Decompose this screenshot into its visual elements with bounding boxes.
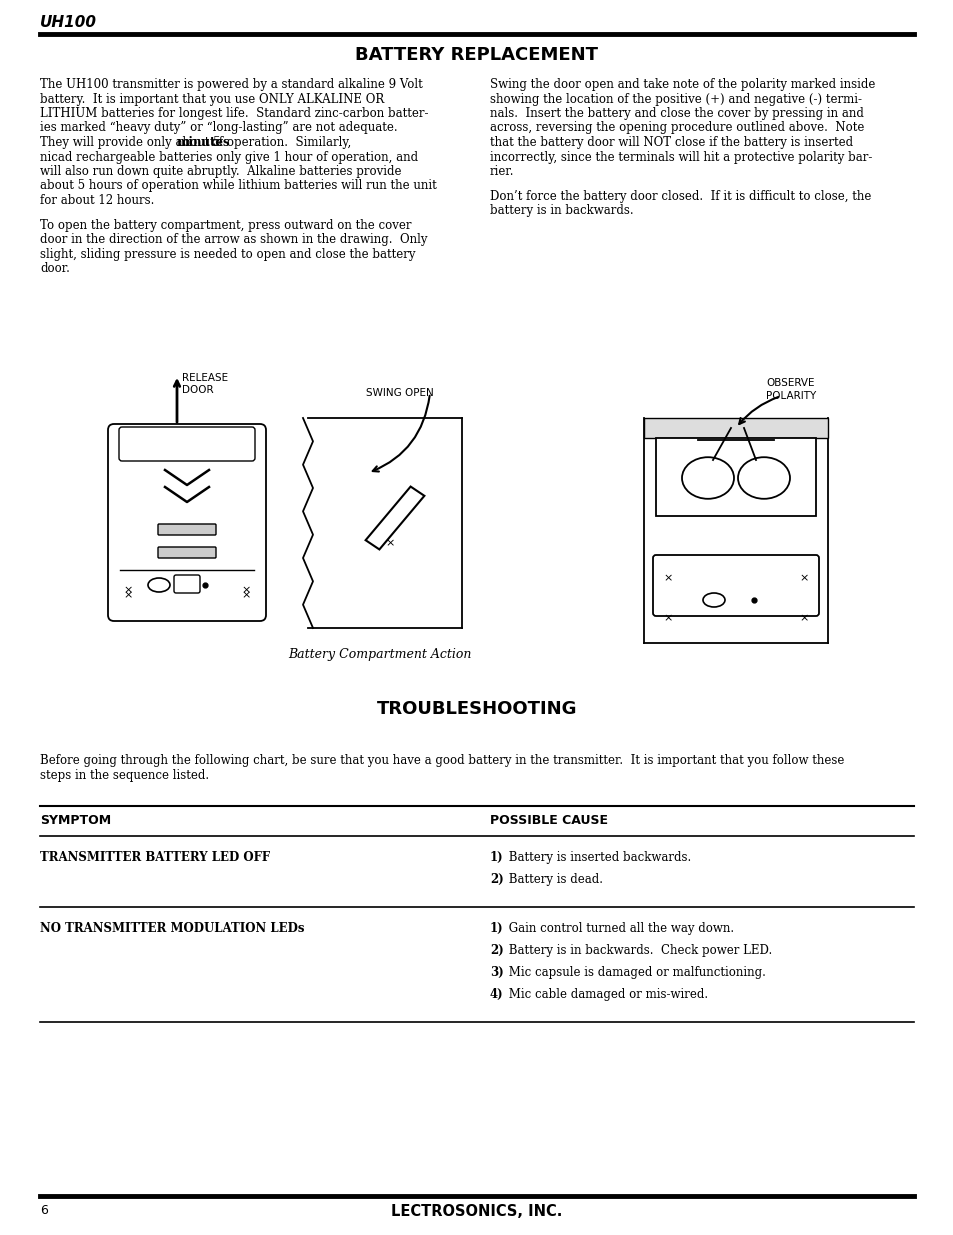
Text: TRANSMITTER BATTERY LED OFF: TRANSMITTER BATTERY LED OFF — [40, 851, 270, 864]
Text: battery.  It is important that you use ONLY ALKALINE OR: battery. It is important that you use ON… — [40, 93, 384, 105]
Text: 4): 4) — [490, 988, 503, 1002]
Text: ies marked “heavy duty” or “long-lasting” are not adequate.: ies marked “heavy duty” or “long-lasting… — [40, 121, 397, 135]
FancyBboxPatch shape — [158, 524, 215, 535]
Text: that the battery door will NOT close if the battery is inserted: that the battery door will NOT close if … — [490, 136, 852, 149]
Text: ×: × — [123, 585, 132, 595]
Text: Mic capsule is damaged or malfunctioning.: Mic capsule is damaged or malfunctioning… — [504, 966, 765, 979]
Text: NO TRANSMITTER MODULATION LEDs: NO TRANSMITTER MODULATION LEDs — [40, 923, 304, 935]
Text: UH100: UH100 — [40, 15, 97, 30]
Text: ×: × — [385, 538, 395, 548]
Text: 2): 2) — [490, 873, 503, 885]
Text: Before going through the following chart, be sure that you have a good battery i: Before going through the following chart… — [40, 755, 843, 767]
Text: steps in the sequence listed.: steps in the sequence listed. — [40, 768, 209, 782]
Text: TROUBLESHOOTING: TROUBLESHOOTING — [376, 700, 577, 718]
Text: Mic cable damaged or mis-wired.: Mic cable damaged or mis-wired. — [504, 988, 707, 1002]
Text: RELEASE: RELEASE — [182, 373, 228, 383]
Text: showing the location of the positive (+) and negative (-) termi-: showing the location of the positive (+)… — [490, 93, 862, 105]
Text: Battery is in backwards.  Check power LED.: Battery is in backwards. Check power LED… — [504, 944, 771, 957]
Text: POSSIBLE CAUSE: POSSIBLE CAUSE — [490, 814, 607, 827]
Text: Swing the door open and take note of the polarity marked inside: Swing the door open and take note of the… — [490, 78, 875, 91]
Text: across, reversing the opening procedure outlined above.  Note: across, reversing the opening procedure … — [490, 121, 863, 135]
Ellipse shape — [148, 578, 170, 592]
FancyBboxPatch shape — [652, 555, 818, 616]
Text: door.: door. — [40, 262, 70, 275]
Text: They will provide only about 5: They will provide only about 5 — [40, 136, 224, 149]
Text: ×: × — [799, 613, 808, 622]
Text: ×: × — [662, 573, 672, 583]
Text: Battery is inserted backwards.: Battery is inserted backwards. — [504, 851, 691, 864]
Text: Don’t force the battery door closed.  If it is difficult to close, the: Don’t force the battery door closed. If … — [490, 190, 870, 203]
Text: door in the direction of the arrow as shown in the drawing.  Only: door in the direction of the arrow as sh… — [40, 233, 427, 246]
Text: minutes: minutes — [177, 136, 231, 149]
Text: POLARITY: POLARITY — [765, 391, 815, 401]
Text: The UH100 transmitter is powered by a standard alkaline 9 Volt: The UH100 transmitter is powered by a st… — [40, 78, 422, 91]
Text: rier.: rier. — [490, 165, 514, 178]
Text: ×: × — [662, 613, 672, 622]
Bar — [643, 417, 827, 438]
Text: about 5 hours of operation while lithium batteries will run the unit: about 5 hours of operation while lithium… — [40, 179, 436, 193]
Text: ×: × — [123, 590, 132, 600]
Text: LECTROSONICS, INC.: LECTROSONICS, INC. — [391, 1204, 562, 1219]
Text: will also run down quite abruptly.  Alkaline batteries provide: will also run down quite abruptly. Alkal… — [40, 165, 401, 178]
Text: slight, sliding pressure is needed to open and close the battery: slight, sliding pressure is needed to op… — [40, 248, 416, 261]
Text: DOOR: DOOR — [182, 385, 213, 395]
Text: Gain control turned all the way down.: Gain control turned all the way down. — [504, 923, 734, 935]
Bar — [656, 438, 815, 516]
FancyBboxPatch shape — [108, 424, 266, 621]
Text: SWING OPEN: SWING OPEN — [366, 388, 434, 398]
Text: OBSERVE: OBSERVE — [766, 378, 815, 388]
Text: SYMPTOM: SYMPTOM — [40, 814, 111, 827]
Text: 6: 6 — [40, 1204, 48, 1216]
Text: Battery is dead.: Battery is dead. — [504, 873, 602, 885]
FancyBboxPatch shape — [158, 547, 215, 558]
Text: 3): 3) — [490, 966, 503, 979]
FancyBboxPatch shape — [119, 427, 254, 461]
Text: ×: × — [241, 590, 251, 600]
Text: battery is in backwards.: battery is in backwards. — [490, 204, 633, 217]
Text: ×: × — [241, 585, 251, 595]
Text: nicad rechargeable batteries only give 1 hour of operation, and: nicad rechargeable batteries only give 1… — [40, 151, 417, 163]
Text: nals.  Insert the battery and close the cover by pressing in and: nals. Insert the battery and close the c… — [490, 107, 863, 120]
Text: 1): 1) — [490, 851, 503, 864]
Text: 1): 1) — [490, 923, 503, 935]
Text: LITHIUM batteries for longest life.  Standard zinc-carbon batter-: LITHIUM batteries for longest life. Stan… — [40, 107, 428, 120]
Text: ×: × — [799, 573, 808, 583]
Text: for about 12 hours.: for about 12 hours. — [40, 194, 154, 207]
Text: incorrectly, since the terminals will hit a protective polarity bar-: incorrectly, since the terminals will hi… — [490, 151, 871, 163]
Text: 2): 2) — [490, 944, 503, 957]
Text: Battery Compartment Action: Battery Compartment Action — [288, 648, 471, 661]
Text: of operation.  Similarly,: of operation. Similarly, — [208, 136, 351, 149]
FancyBboxPatch shape — [173, 576, 200, 593]
Text: BATTERY REPLACEMENT: BATTERY REPLACEMENT — [355, 46, 598, 64]
Text: To open the battery compartment, press outward on the cover: To open the battery compartment, press o… — [40, 219, 411, 232]
Ellipse shape — [702, 593, 724, 606]
